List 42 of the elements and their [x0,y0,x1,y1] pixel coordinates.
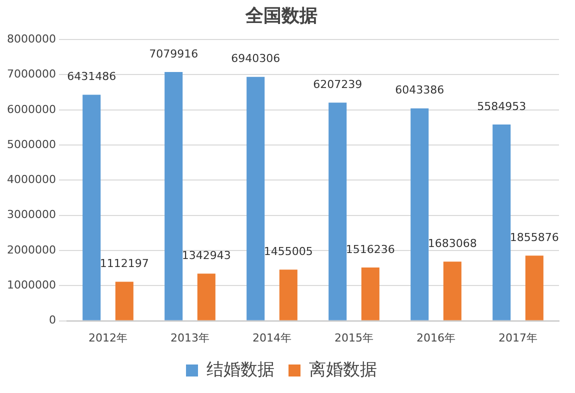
data-label: 1516236 [346,242,395,256]
y-tick-label: 5000000 [6,138,56,151]
bar [410,108,429,320]
data-label: 6940306 [231,52,280,66]
bar [279,270,298,320]
y-tick-label: 7000000 [6,68,56,81]
bar [164,72,183,320]
bar [525,256,544,320]
chart-title: 全国数据 [244,5,318,26]
x-tick-label: 2012年 [88,331,128,344]
x-tick-label: 2014年 [252,331,292,344]
x-tick-label: 2016年 [416,331,456,344]
y-tick-label: 2000000 [6,243,56,256]
data-label: 6207239 [313,78,362,91]
data-label: 1855876 [510,230,559,244]
bar [82,94,101,320]
y-tick-label: 1000000 [6,278,56,292]
data-label: 1342943 [182,248,231,262]
y-tick-label: 0 [48,314,56,327]
data-label: 6043386 [395,84,444,97]
bar [197,274,216,320]
bar [328,102,347,320]
legend-label: 结婚数据 [206,360,274,380]
legend-label: 离婚数据 [309,360,377,380]
data-label: 1683068 [428,237,477,250]
data-label: 5584953 [477,100,526,113]
bar [443,262,462,320]
y-tick-label: 4000000 [6,173,56,186]
data-label: 1112197 [100,257,149,270]
bar [361,268,380,320]
y-tick-label: 6000000 [6,102,56,116]
data-label: 1455005 [264,245,313,258]
bar [492,124,511,320]
bar [246,76,265,320]
x-tick-label: 2017年 [498,331,538,344]
y-tick-label: 8000000 [6,32,56,46]
bar [115,282,134,320]
y-tick-label: 3000000 [6,208,56,222]
data-label: 7079916 [149,47,198,60]
x-tick-label: 2013年 [170,331,210,344]
x-tick-label: 2015年 [334,331,374,344]
data-label: 6431486 [67,70,116,84]
